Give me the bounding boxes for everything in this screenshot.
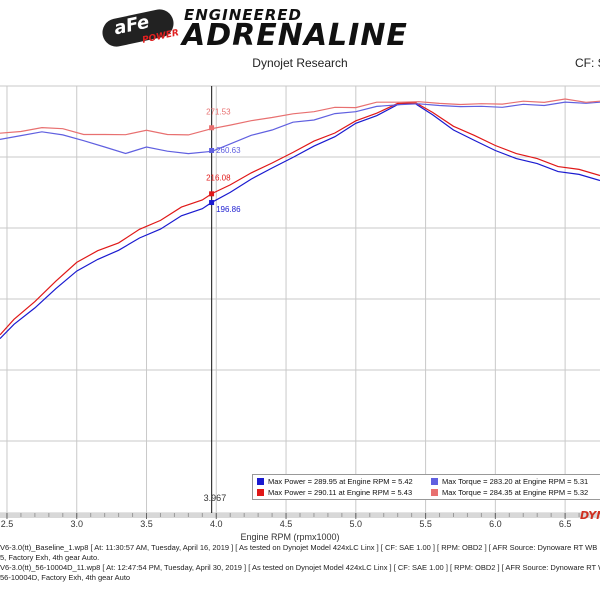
x-tick-label: 3.0 [70,519,83,529]
x-tick-label: 6.5 [559,519,572,529]
x-tick-label: 3.5 [140,519,153,529]
legend-entry: Max Power = 290.11 at Engine RPM = 5.43 [257,487,412,498]
series-line [0,98,600,136]
annotation-marker [209,191,215,197]
legend-label: Max Power = 289.95 at Engine RPM = 5.42 [268,477,413,486]
run-info-footer: V6-3.0(tt)_Baseline_1.wp8 [ At: 11:30:57… [0,543,600,583]
chart-grid [0,85,600,514]
chart-cursor: 3.967 [204,86,227,513]
annotation-value: 260.63 [216,146,241,155]
legend-swatch [431,478,438,485]
x-tick-label: 6.0 [489,519,502,529]
x-tick-label: 4.5 [280,519,293,529]
x-tick-label: 2.5 [1,519,14,529]
x-tick-label: 5.0 [350,519,363,529]
legend-label: Max Power = 290.11 at Engine RPM = 5.43 [268,488,413,497]
x-tick-label: 4.0 [210,519,223,529]
series-line [0,102,600,336]
footer-line: 5, Factory Exh, 4th gear Auto. [0,553,100,562]
legend-entry: Max Torque = 283.20 at Engine RPM = 5.31 [431,476,588,487]
legend-swatch [431,489,438,496]
chart-annotations: 271.53 260.63 216.08 196.86 [206,107,241,214]
legend-entry: Max Torque = 284.35 at Engine RPM = 5.32 [431,487,588,498]
cf-label: CF: S [575,56,600,70]
chart-x-axis: 2.5 3.0 3.5 4.0 4.5 5.0 5.5 6.0 6.5 Engine RPM (r… [0,513,600,542]
series-line [0,102,600,340]
annotation-marker [209,125,215,131]
footer-line: V6-3.0(tt)_Baseline_1.wp8 [ At: 11:30:57… [0,543,598,552]
annotation-value: 196.86 [216,205,241,214]
x-axis-label: Engine RPM (rpmx1000) [240,532,339,542]
annotation-value: 271.53 [206,107,231,116]
x-tick-label: 5.5 [419,519,432,529]
dynojet-brand-mark: DYN [580,509,600,522]
legend-entry: Max Power = 289.95 at Engine RPM = 5.42 [257,476,413,487]
chart-legend: Max Power = 289.95 at Engine RPM = 5.42 … [252,474,600,500]
footer-line: 56-10004D, Factory Exh, 4th gear Auto [0,573,131,582]
annotation-marker [209,148,215,153]
annotation-value: 216.08 [206,173,231,182]
cursor-label: 3.967 [204,493,227,503]
legend-swatch [257,478,264,485]
footer-line: V6-3.0(tt)_56-10004D_11.wp8 [ At: 12:47:… [0,563,600,572]
header-banner: aFe POWER ENGINEERED ADRENALINE [0,0,600,53]
tagline-main: ADRENALINE [182,18,408,53]
chart-title: Dynojet Research [252,56,348,70]
tagline-top: ENGINEERED [184,6,302,24]
series-line [0,101,600,155]
legend-label: Max Torque = 284.35 at Engine RPM = 5.32 [442,488,589,497]
legend-label: Max Torque = 283.20 at Engine RPM = 5.31 [442,477,589,486]
annotation-marker [209,200,215,206]
legend-swatch [257,489,264,496]
chart-series [0,98,600,340]
